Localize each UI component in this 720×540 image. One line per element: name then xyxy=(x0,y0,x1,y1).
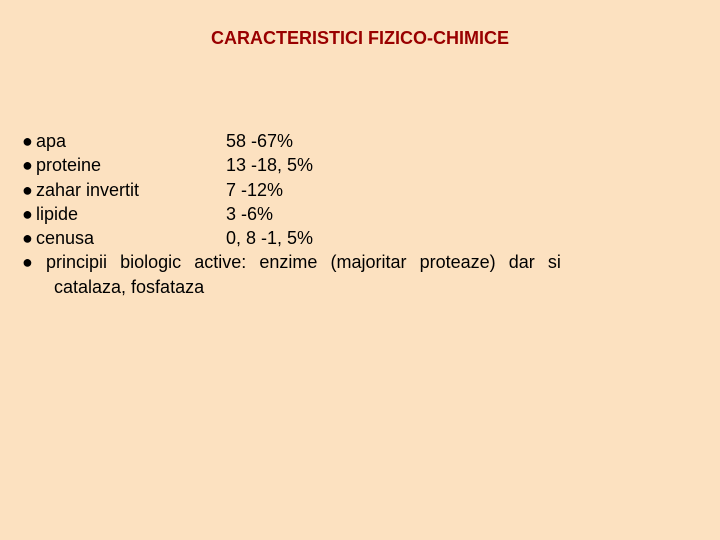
list-item: ● apa 58 -67% xyxy=(22,129,698,153)
list-item: ● lipide 3 -6% xyxy=(22,202,698,226)
long-text-line2: catalaza, fosfataza xyxy=(22,275,698,299)
bullet-icon: ● xyxy=(22,226,36,250)
item-label: proteine xyxy=(36,153,226,177)
list-item: ● cenusa 0, 8 -1, 5% xyxy=(22,226,698,250)
item-value: 13 -18, 5% xyxy=(226,153,698,177)
bullet-icon: ● xyxy=(22,129,36,153)
slide-title: CARACTERISTICI FIZICO-CHIMICE xyxy=(0,0,720,129)
item-value: 3 -6% xyxy=(226,202,698,226)
item-label: apa xyxy=(36,129,226,153)
item-value: 58 -67% xyxy=(226,129,698,153)
bullet-icon: ● xyxy=(22,202,36,226)
item-label: zahar invertit xyxy=(36,178,226,202)
list-item: ● proteine 13 -18, 5% xyxy=(22,153,698,177)
item-value: 0, 8 -1, 5% xyxy=(226,226,698,250)
bullet-icon: ● xyxy=(22,178,36,202)
item-value: 7 -12% xyxy=(226,178,698,202)
item-label: lipide xyxy=(36,202,226,226)
list-item: ● zahar invertit 7 -12% xyxy=(22,178,698,202)
list-item-long: ● principii biologic active: enzime (maj… xyxy=(22,250,698,274)
long-text-line1: ● principii biologic active: enzime (maj… xyxy=(22,252,561,272)
content-block: ● apa 58 -67% ● proteine 13 -18, 5% ● za… xyxy=(0,129,720,299)
bullet-icon: ● xyxy=(22,153,36,177)
item-label: cenusa xyxy=(36,226,226,250)
